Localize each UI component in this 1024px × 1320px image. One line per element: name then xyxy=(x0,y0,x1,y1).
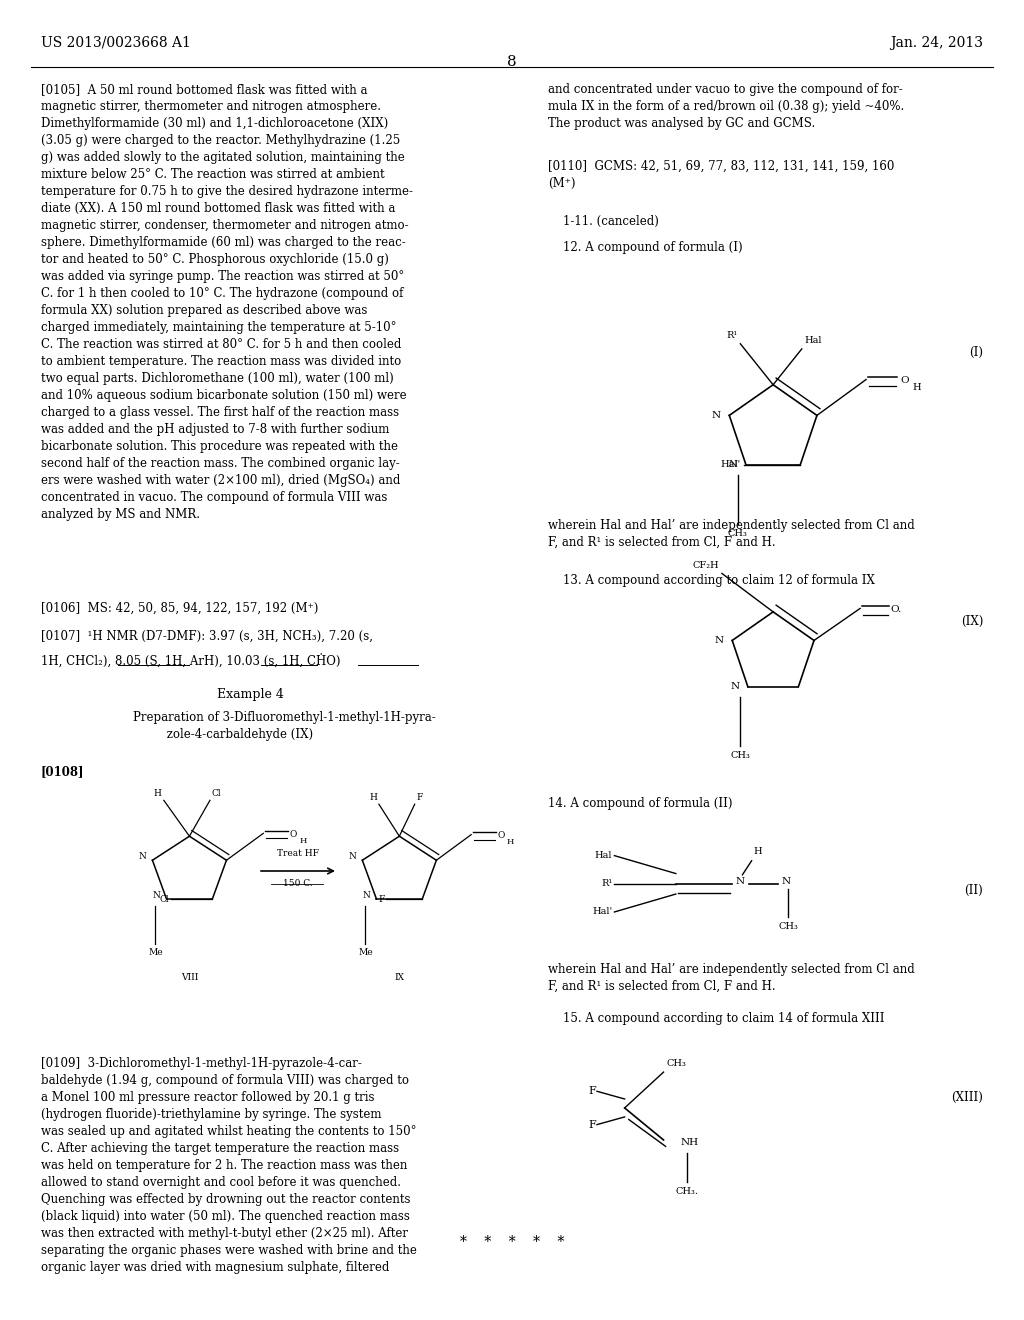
Text: N: N xyxy=(138,851,146,861)
Text: H: H xyxy=(912,383,921,392)
Text: Hal': Hal' xyxy=(592,907,612,916)
Text: 150 C.: 150 C. xyxy=(284,879,312,887)
Text: Jan. 24, 2013: Jan. 24, 2013 xyxy=(890,36,983,50)
Text: Me: Me xyxy=(148,948,163,957)
Text: IX: IX xyxy=(394,973,404,982)
Text: N: N xyxy=(730,682,739,692)
Text: F: F xyxy=(378,895,384,904)
Text: N: N xyxy=(348,851,356,861)
Text: (II): (II) xyxy=(965,884,983,896)
Text: Treat HF: Treat HF xyxy=(276,849,319,858)
Text: VIII: VIII xyxy=(181,973,198,982)
Text: 8: 8 xyxy=(507,55,517,69)
Text: H: H xyxy=(754,846,762,855)
Text: 15. A compound according to claim 14 of formula XIII: 15. A compound according to claim 14 of … xyxy=(548,1012,885,1024)
Text: CH₃: CH₃ xyxy=(778,923,799,931)
Text: O.: O. xyxy=(891,605,902,614)
Text: CH₃: CH₃ xyxy=(728,529,748,539)
Text: Cl: Cl xyxy=(212,789,221,797)
Text: N: N xyxy=(712,411,721,420)
Text: and concentrated under vacuo to give the compound of for-
mula IX in the form of: and concentrated under vacuo to give the… xyxy=(548,83,904,131)
Text: (XIII): (XIII) xyxy=(951,1092,983,1105)
Text: [0109]  3-Dichloromethyl-1-methyl-1H-pyrazole-4-car-
baldehyde (1.94 g, compound: [0109] 3-Dichloromethyl-1-methyl-1H-pyra… xyxy=(41,1057,417,1274)
Text: H: H xyxy=(369,792,377,801)
Text: O: O xyxy=(498,832,505,841)
Text: US 2013/0023668 A1: US 2013/0023668 A1 xyxy=(41,36,190,50)
Text: R¹: R¹ xyxy=(726,331,737,341)
Text: H: H xyxy=(299,837,306,845)
Text: NH: NH xyxy=(681,1138,699,1147)
Text: F: F xyxy=(588,1086,596,1097)
Text: F: F xyxy=(417,792,423,801)
Text: CH₃.: CH₃. xyxy=(676,1188,698,1196)
Text: O: O xyxy=(900,376,908,385)
Text: R¹: R¹ xyxy=(601,879,612,888)
Text: N: N xyxy=(735,876,744,886)
Text: 14. A compound of formula (II): 14. A compound of formula (II) xyxy=(548,797,732,809)
Text: [0107]  ¹H NMR (D7-DMF): 3.97 (s, 3H, NCH₃), 7.20 (s,: [0107] ¹H NMR (D7-DMF): 3.97 (s, 3H, NCH… xyxy=(41,630,373,643)
Text: Me: Me xyxy=(358,948,373,957)
Text: (IX): (IX) xyxy=(961,615,983,628)
Text: wherein Hal and Hal’ are independently selected from Cl and
F, and R¹ is selecte: wherein Hal and Hal’ are independently s… xyxy=(548,519,914,549)
Text: N: N xyxy=(729,461,738,470)
Text: [0110]  GCMS: 42, 51, 69, 77, 83, 112, 131, 141, 159, 160
(M⁺): [0110] GCMS: 42, 51, 69, 77, 83, 112, 13… xyxy=(548,160,894,190)
Text: CF₂H: CF₂H xyxy=(692,561,719,570)
Text: N: N xyxy=(153,891,161,900)
Text: Hal': Hal' xyxy=(721,461,740,470)
Text: O: O xyxy=(290,830,297,840)
Text: 12. A compound of formula (I): 12. A compound of formula (I) xyxy=(548,240,742,253)
Text: Cl: Cl xyxy=(160,895,169,904)
Text: [0108]: [0108] xyxy=(41,764,84,777)
Text: Preparation of 3-Difluoromethyl-1-methyl-1H-pyra-
         zole-4-carbaldehyde (: Preparation of 3-Difluoromethyl-1-methyl… xyxy=(133,711,436,741)
Text: 1-11. (canceled): 1-11. (canceled) xyxy=(548,215,658,228)
Text: N: N xyxy=(362,891,371,900)
Text: (I): (I) xyxy=(969,346,983,359)
Text: H: H xyxy=(154,789,162,797)
Text: Example 4: Example 4 xyxy=(217,688,285,701)
Text: CH₃: CH₃ xyxy=(667,1059,686,1068)
Text: Hal: Hal xyxy=(595,851,612,861)
Text: H: H xyxy=(507,838,514,846)
Text: [0106]  MS: 42, 50, 85, 94, 122, 157, 192 (M⁺): [0106] MS: 42, 50, 85, 94, 122, 157, 192… xyxy=(41,602,318,615)
Text: [0105]  A 50 ml round bottomed flask was fitted with a
magnetic stirrer, thermom: [0105] A 50 ml round bottomed flask was … xyxy=(41,83,413,521)
Text: N: N xyxy=(715,636,724,645)
Text: wherein Hal and Hal’ are independently selected from Cl and
F, and R¹ is selecte: wherein Hal and Hal’ are independently s… xyxy=(548,964,914,993)
Text: *    *    *    *    *: * * * * * xyxy=(460,1234,564,1249)
Text: Hal: Hal xyxy=(805,337,822,345)
Text: F: F xyxy=(588,1119,596,1130)
Text: 13. A compound according to claim 12 of formula IX: 13. A compound according to claim 12 of … xyxy=(548,574,874,587)
Text: N: N xyxy=(781,876,791,886)
Text: CH₃: CH₃ xyxy=(730,751,750,760)
Text: 1H, CHCl₂), 8.05 (S, 1H, ArH), 10.03 (s, 1H, CḢO): 1H, CHCl₂), 8.05 (S, 1H, ArH), 10.03 (s,… xyxy=(41,653,340,668)
